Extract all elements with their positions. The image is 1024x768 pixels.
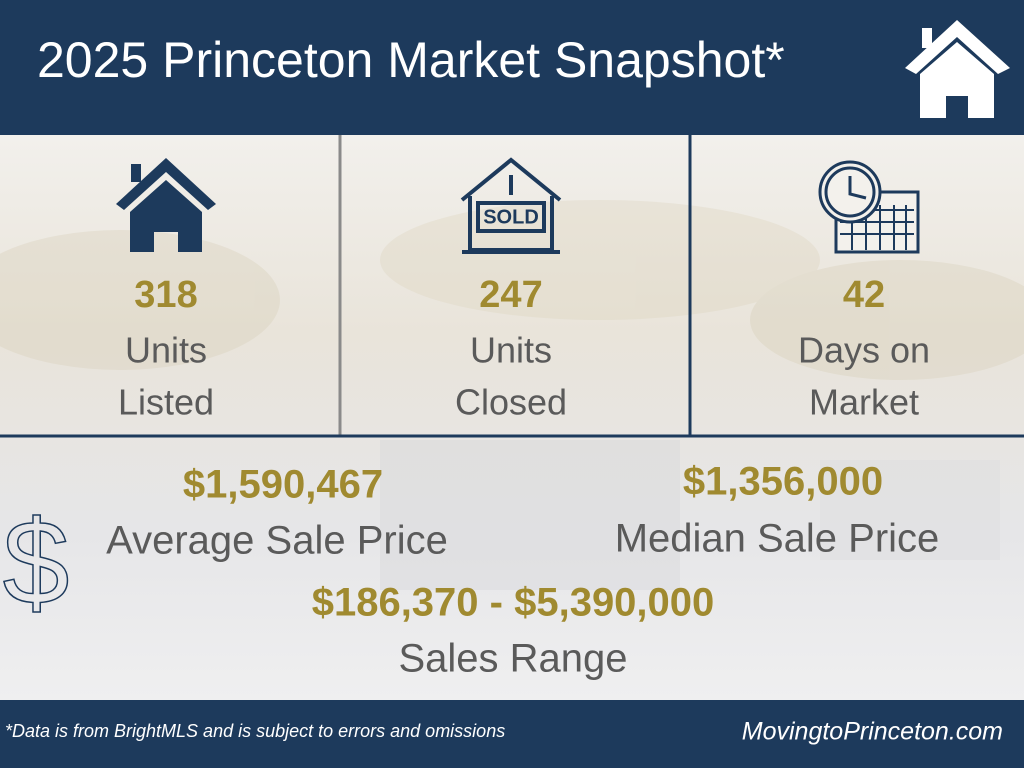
price-label: Sales Range <box>398 637 627 681</box>
stat-value: 318 <box>134 274 197 316</box>
header-bar <box>0 0 1024 135</box>
header-house-icon <box>905 20 1010 118</box>
stat-label: Market <box>809 382 919 423</box>
stat-label: Units <box>125 330 207 371</box>
price-value: $1,356,000 <box>683 460 883 504</box>
dollar-icon: $ <box>3 496 70 630</box>
stat-value: 42 <box>843 274 885 316</box>
footer-bar <box>0 700 1024 768</box>
sold-sign-text: SOLD <box>483 206 539 228</box>
price-label: Median Sale Price <box>615 517 940 561</box>
sold-icon <box>460 157 562 254</box>
stat-label: Listed <box>118 382 214 423</box>
calendar-icon <box>818 160 920 254</box>
house-icon <box>116 158 216 252</box>
price-value: $186,370 - $5,390,000 <box>312 581 715 625</box>
stat-value: 247 <box>479 274 542 316</box>
footer-site: MovingtoPrinceton.com <box>742 718 1003 746</box>
title: 2025 Princeton Market Snapshot* <box>37 32 785 88</box>
stat-label: Units <box>470 330 552 371</box>
price-label: Average Sale Price <box>106 519 448 563</box>
stat-label: Closed <box>455 382 567 423</box>
price-value: $1,590,467 <box>183 463 383 507</box>
footer-note: *Data is from BrightMLS and is subject t… <box>5 721 505 741</box>
stat-label: Days on <box>798 330 930 371</box>
